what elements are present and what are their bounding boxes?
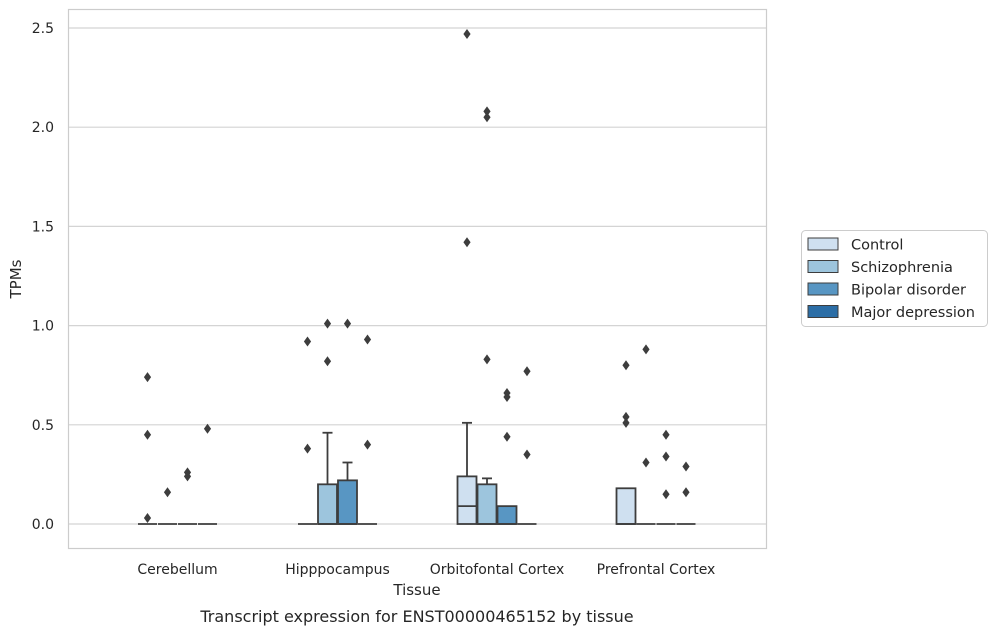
legend-swatch: [807, 282, 839, 296]
box-body: [615, 487, 637, 525]
outlier-point: [483, 112, 491, 123]
box-1-0: [158, 487, 177, 525]
outlier-point: [662, 451, 670, 462]
outlier-point: [203, 423, 212, 434]
box-2-0: [178, 467, 197, 525]
legend: Control Schizophrenia Bipolar disorder Majo…: [801, 230, 988, 327]
box-3-3: [676, 461, 696, 525]
legend-item: Bipolar disorder: [807, 282, 966, 299]
box-3-0: [198, 423, 217, 525]
outlier-point: [363, 334, 372, 345]
plot-frame: [67, 8, 768, 550]
outlier-point: [343, 318, 352, 329]
outlier-point: [682, 461, 690, 472]
chart-caption: Transcript expression for ENST0000046515…: [199, 607, 633, 626]
box-body: [317, 483, 338, 525]
outlier-point: [642, 457, 650, 468]
y-tick-label: 0.0: [32, 517, 54, 533]
legend-swatch: [807, 260, 839, 273]
outlier-point: [642, 344, 650, 355]
outlier-point: [622, 417, 630, 428]
outlier-point: [323, 318, 332, 329]
box-body: [456, 475, 478, 525]
outlier-point: [483, 354, 491, 365]
box-body: [337, 479, 358, 525]
legend-swatch: [807, 237, 839, 251]
y-tick-label: 2.0: [32, 120, 54, 136]
legend-label: Schizophrenia: [851, 260, 953, 276]
box-1-1: [317, 318, 338, 525]
x-tick-label: Orbitofontal Cortex: [430, 562, 565, 578]
y-axis-label: TPMs: [7, 259, 25, 299]
outlier-point: [503, 392, 511, 403]
y-tick-labels: 0.0 0.5 1.0 1.5 2.0 2.5: [32, 21, 54, 533]
legend-swatch: [807, 305, 839, 318]
legend-label: Control: [851, 238, 903, 254]
box-body: [496, 505, 518, 525]
outlier-point: [323, 356, 332, 367]
box-0-1: [298, 336, 317, 525]
outlier-point: [503, 431, 511, 442]
box-0-3: [615, 360, 637, 525]
outlier-point: [622, 411, 630, 422]
box-0-0: [138, 372, 157, 525]
x-axis-label: Tissue: [392, 581, 440, 599]
outlier-point: [363, 439, 372, 450]
box-1-3: [636, 344, 656, 525]
y-tick-label: 0.5: [32, 418, 54, 434]
outlier-point: [622, 360, 630, 371]
outlier-point: [463, 28, 471, 39]
box-2-3: [656, 429, 676, 525]
outlier-point: [662, 429, 670, 440]
outlier-point: [143, 429, 152, 440]
y-tick-label: 1.0: [32, 319, 54, 335]
outlier-point: [163, 487, 172, 498]
outlier-point: [183, 471, 192, 482]
legend-frame: [801, 230, 988, 327]
outlier-point: [143, 513, 152, 524]
box-3-1: [358, 334, 377, 525]
x-tick-label: Cerebellum: [137, 562, 217, 578]
box-2-1: [337, 318, 358, 525]
outlier-point: [303, 443, 312, 454]
outlier-point: [143, 372, 152, 383]
legend-item: Control: [807, 237, 903, 254]
x-tick-labels: Cerebellum Hipppocampus Orbitofontal Corte…: [137, 562, 715, 578]
box-0-2: [456, 28, 478, 525]
outlier-point: [682, 487, 690, 498]
outlier-point: [662, 489, 670, 500]
y-tick-label: 2.5: [32, 21, 54, 37]
legend-label: Bipolar disorder: [851, 283, 966, 299]
outlier-point: [303, 336, 312, 347]
x-tick-label: Hipppocampus: [285, 562, 390, 578]
box-1-2: [476, 106, 498, 525]
outlier-point: [463, 237, 471, 248]
box-body: [476, 483, 498, 525]
y-tick-label: 1.5: [32, 219, 54, 235]
box-series: [138, 28, 696, 525]
outlier-point: [523, 366, 531, 377]
outlier-point: [523, 449, 531, 460]
box-2-2: [496, 388, 518, 525]
legend-item: Schizophrenia: [807, 260, 953, 276]
legend-label: Major depression: [851, 305, 975, 321]
x-tick-label: Prefrontal Cortex: [597, 562, 716, 578]
legend-item: Major depression: [807, 305, 975, 321]
box-3-2: [517, 366, 537, 525]
outlier-point: [483, 106, 491, 117]
grid-lines: [68, 27, 767, 525]
